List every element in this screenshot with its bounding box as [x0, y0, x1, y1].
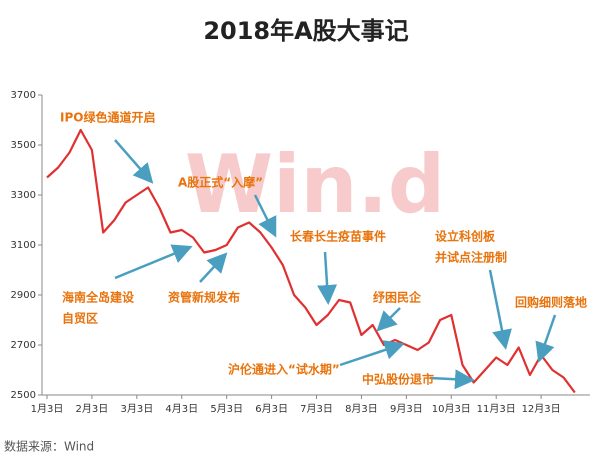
annotation: 资管新规发布 [168, 290, 240, 305]
annotation-arrow [114, 139, 154, 184]
y-tick-label: 2900 [11, 290, 36, 301]
x-tick-label: 2月3日 [76, 403, 109, 415]
annotation-arrow [317, 251, 338, 305]
annotation: 纾困民企 [373, 290, 422, 305]
x-tick-label: 4月3日 [165, 403, 198, 415]
x-tick-label: 12月3日 [522, 403, 561, 415]
annotation: 设立科创板 [435, 229, 496, 244]
y-tick-label: 3700 [11, 90, 36, 101]
annotation-arrow [429, 369, 475, 390]
x-tick-label: 10月3日 [432, 403, 471, 415]
y-tick-label: 2500 [11, 390, 36, 401]
x-tick-label: 6月3日 [255, 403, 288, 415]
annotation-arrow [488, 269, 512, 350]
x-tick-label: 9月3日 [390, 403, 423, 415]
annotation: 回购细则落地 [515, 295, 587, 310]
annotation: 自贸区 [62, 311, 98, 326]
y-tick-label: 2700 [11, 340, 36, 351]
annotation-arrow [253, 194, 277, 238]
annotation-arrow [535, 314, 557, 363]
annotation: 长春长生疫苗事件 [290, 229, 386, 244]
x-tick-label: 1月3日 [31, 403, 64, 415]
chart-title: 2018年A股大事记 [203, 17, 408, 45]
annotation: 沪伦通进入“试水期” [228, 362, 340, 377]
annotation: A股正式“入摩” [178, 175, 263, 190]
annotation-arrow [199, 252, 228, 283]
x-tick-label: 3月3日 [120, 403, 153, 415]
y-tick-label: 3100 [11, 240, 36, 251]
line [46, 128, 576, 394]
annotation-arrow [114, 244, 193, 280]
annotation-arrow [339, 340, 405, 367]
source: 数据来源：Wind [4, 439, 94, 454]
x-tick-label: 7月3日 [300, 403, 333, 415]
y-tick-label: 3500 [11, 140, 36, 151]
x-tick-label: 8月3日 [345, 403, 378, 415]
x-tick-label: 11月3日 [477, 403, 516, 415]
annotation-arrow [376, 307, 401, 332]
annotation: 中弘股份退市 [362, 372, 434, 387]
annotation: 并试点注册制 [435, 250, 507, 265]
annotation: 海南全岛建设 [62, 290, 135, 305]
watermark: Win.d [185, 138, 445, 231]
annotation: IPO绿色通道开启 [60, 110, 155, 125]
y-tick-label: 3300 [11, 190, 36, 201]
x-tick-label: 5月3日 [210, 403, 243, 415]
